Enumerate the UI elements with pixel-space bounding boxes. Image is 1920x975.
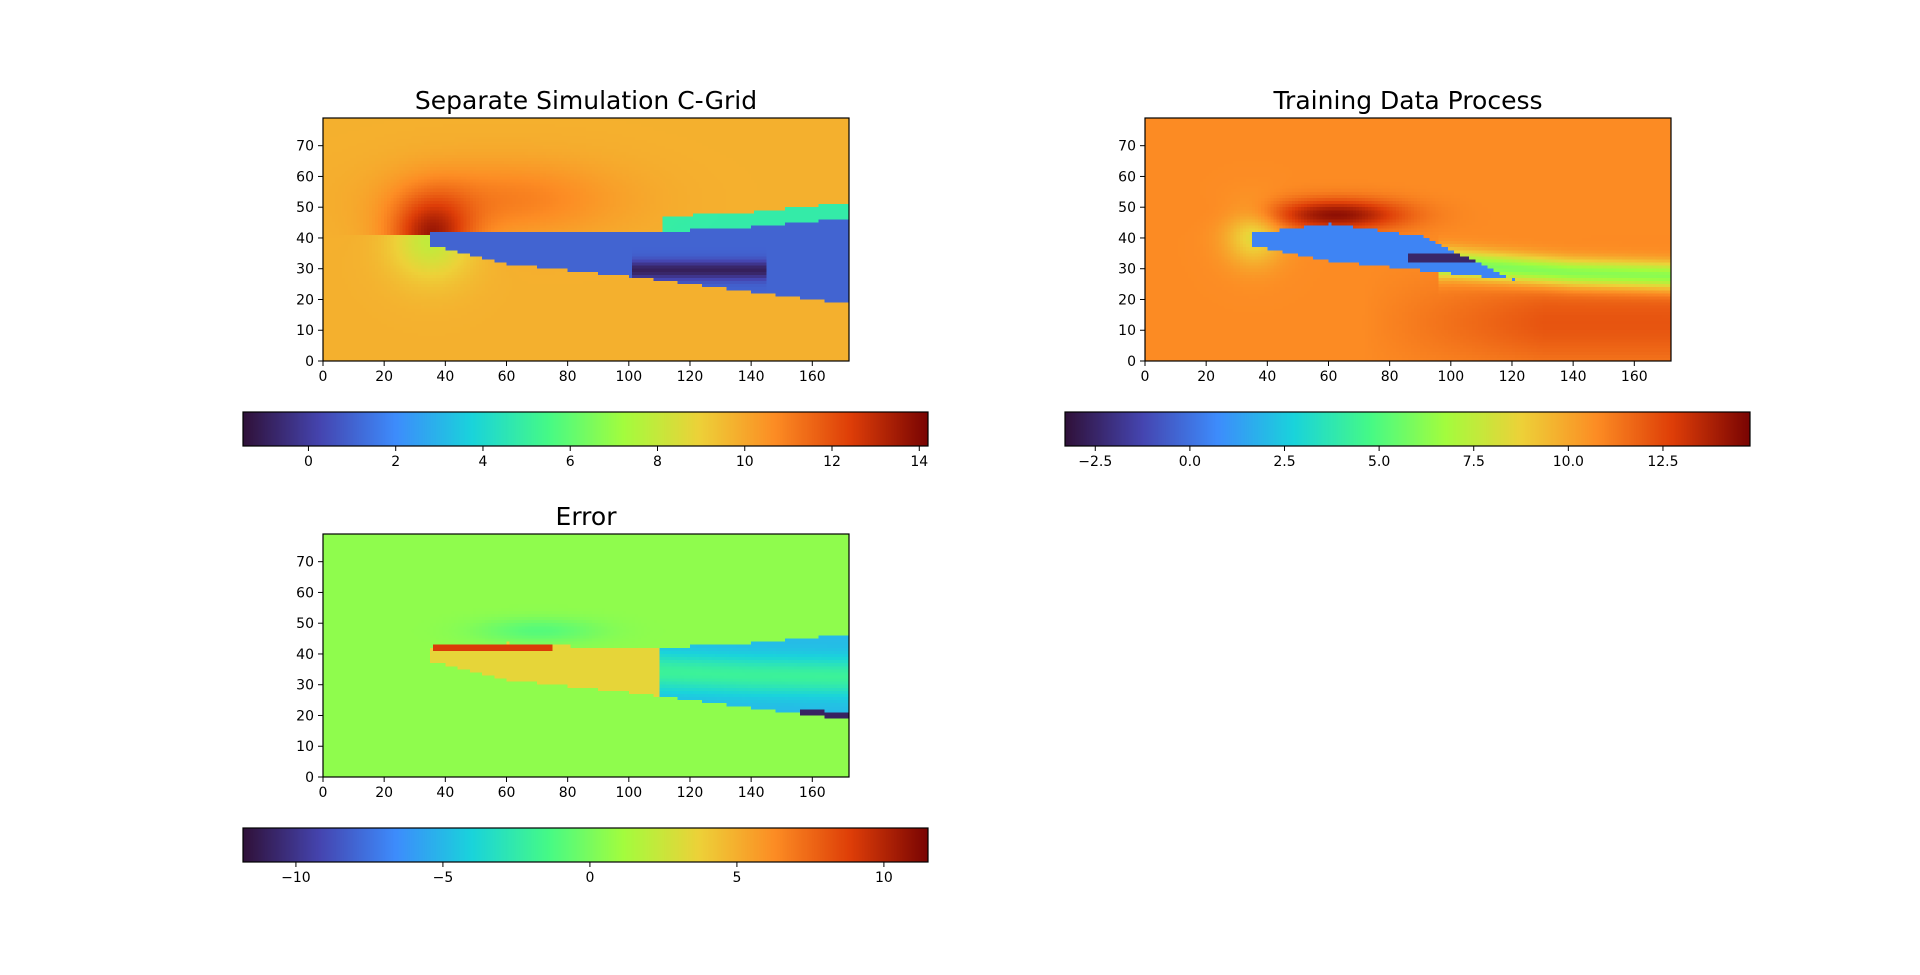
- x-tick-label: 120: [677, 785, 704, 801]
- x-tick-label: 60: [1320, 369, 1338, 385]
- heatmap-image: [323, 118, 849, 361]
- y-tick-label: 0: [305, 770, 314, 786]
- x-tick-label: 40: [1258, 369, 1276, 385]
- x-tick-label: 40: [436, 785, 454, 801]
- y-tick-label: 40: [296, 231, 314, 247]
- colorbar-tick-label: 8: [653, 454, 662, 470]
- x-tick-label: 0: [319, 785, 328, 801]
- y-tick-label: 50: [296, 200, 314, 216]
- x-tick-label: 60: [498, 369, 516, 385]
- colorbar-tick-label: 10.0: [1553, 454, 1584, 470]
- y-tick-label: 30: [296, 678, 314, 694]
- x-tick-label: 20: [375, 785, 393, 801]
- x-tick-label: 100: [615, 369, 642, 385]
- x-tick-label: 0: [1141, 369, 1150, 385]
- colorbar-frame: [1064, 411, 1751, 447]
- y-tick-label: 70: [1118, 139, 1136, 155]
- x-tick-label: 160: [1621, 369, 1648, 385]
- subplot-title: Separate Simulation C-Grid: [415, 86, 757, 115]
- y-tick-label: 10: [296, 739, 314, 755]
- x-tick-label: 80: [559, 369, 577, 385]
- x-tick-label: 160: [799, 369, 826, 385]
- axes-frame: [1144, 117, 1672, 362]
- colorbar-tick-label: 2.5: [1273, 454, 1295, 470]
- x-tick-label: 80: [559, 785, 577, 801]
- colorbar-tick-label: −2.5: [1078, 454, 1112, 470]
- x-tick-label: 140: [738, 785, 765, 801]
- axes-frame: [322, 533, 850, 778]
- colorbar-tick-label: 0: [585, 870, 594, 886]
- colorbar-tick-label: 12.5: [1647, 454, 1678, 470]
- colorbar-tick-label: 10: [875, 870, 893, 886]
- y-tick-label: 70: [296, 555, 314, 571]
- colorbar-tick-label: 0: [304, 454, 313, 470]
- x-tick-label: 80: [1381, 369, 1399, 385]
- colorbar-tick-label: −10: [281, 870, 311, 886]
- y-tick-label: 60: [296, 585, 314, 601]
- colorbar-tick-label: −5: [433, 870, 454, 886]
- y-tick-label: 30: [296, 262, 314, 278]
- y-tick-label: 20: [296, 708, 314, 724]
- y-tick-label: 60: [296, 169, 314, 185]
- colorbar-tick-label: 2: [391, 454, 400, 470]
- colorbar-gradient: [243, 828, 928, 862]
- y-tick-label: 50: [296, 616, 314, 632]
- colorbar-tick-label: 6: [566, 454, 575, 470]
- colorbar-frame: [242, 411, 929, 447]
- x-tick-label: 0: [319, 369, 328, 385]
- x-tick-label: 20: [1197, 369, 1215, 385]
- y-tick-label: 20: [296, 292, 314, 308]
- x-tick-label: 120: [677, 369, 704, 385]
- y-tick-label: 20: [1118, 292, 1136, 308]
- y-tick-label: 10: [296, 323, 314, 339]
- colorbar-gradient: [243, 412, 928, 446]
- heatmap-image: [323, 534, 849, 777]
- y-tick-label: 40: [1118, 231, 1136, 247]
- x-tick-label: 20: [375, 369, 393, 385]
- x-tick-label: 120: [1499, 369, 1526, 385]
- colorbar-frame: [242, 827, 929, 863]
- subplot-title: Error: [556, 502, 618, 531]
- colorbar-tick-label: 12: [823, 454, 841, 470]
- x-tick-label: 60: [498, 785, 516, 801]
- x-tick-label: 100: [1437, 369, 1464, 385]
- x-tick-label: 160: [799, 785, 826, 801]
- y-tick-label: 30: [1118, 262, 1136, 278]
- y-tick-label: 40: [296, 647, 314, 663]
- colorbar-tick-label: 5: [732, 870, 741, 886]
- colorbar-tick-label: 7.5: [1463, 454, 1485, 470]
- heatmap-image: [1145, 118, 1671, 361]
- y-tick-label: 70: [296, 139, 314, 155]
- y-tick-label: 10: [1118, 323, 1136, 339]
- colorbar-tick-label: 4: [479, 454, 488, 470]
- colorbar-tick-label: 5.0: [1368, 454, 1390, 470]
- subplot-title: Training Data Process: [1272, 86, 1542, 115]
- x-tick-label: 40: [436, 369, 454, 385]
- x-tick-label: 140: [738, 369, 765, 385]
- x-tick-label: 100: [615, 785, 642, 801]
- y-tick-label: 0: [1127, 354, 1136, 370]
- colorbar-tick-label: 14: [910, 454, 928, 470]
- colorbar-tick-label: 0.0: [1179, 454, 1201, 470]
- colorbar-tick-label: 10: [736, 454, 754, 470]
- y-tick-label: 50: [1118, 200, 1136, 216]
- y-tick-label: 0: [305, 354, 314, 370]
- axes-frame: [322, 117, 850, 362]
- y-tick-label: 60: [1118, 169, 1136, 185]
- x-tick-label: 140: [1560, 369, 1587, 385]
- colorbar-gradient: [1065, 412, 1750, 446]
